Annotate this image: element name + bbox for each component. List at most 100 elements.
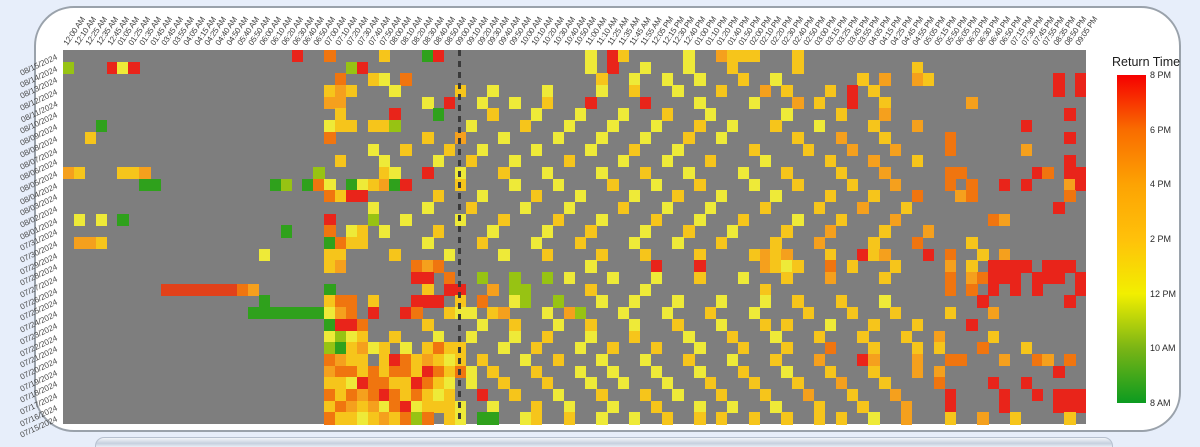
heatmap-cell (367, 388, 380, 402)
heatmap-cell (400, 377, 412, 390)
heatmap-cell (433, 155, 445, 168)
heatmap-cell (117, 61, 129, 74)
heatmap-cell (498, 131, 510, 144)
heatmap-cell (661, 108, 673, 121)
heatmap-cell (737, 365, 750, 378)
heatmap-cell (596, 295, 608, 308)
heatmap-cell (737, 213, 750, 226)
heatmap-cell (324, 178, 336, 191)
heatmap-cell (596, 131, 608, 144)
heatmap-cell (900, 201, 913, 215)
heatmap-cell (530, 108, 543, 121)
heatmap-cell (324, 248, 336, 261)
heatmap-cell (1020, 178, 1033, 191)
heatmap-cell (1053, 365, 1065, 378)
heatmap-cell (628, 412, 641, 425)
heatmap-cell (530, 237, 543, 250)
heatmap-cell (422, 237, 434, 250)
heatmap-cell (226, 283, 238, 296)
heatmap-cell (694, 213, 706, 226)
heatmap-cell (835, 108, 848, 121)
heatmap-cell (422, 260, 434, 273)
heatmap-cell (748, 143, 760, 156)
heatmap-cell (84, 237, 97, 250)
heatmap-cell (422, 283, 434, 296)
heatmap-cell (879, 225, 891, 238)
heatmap-cell (520, 412, 532, 425)
legend-tick-label: 6 PM (1150, 124, 1172, 135)
heatmap-cell (128, 61, 140, 74)
heatmap-cell (356, 225, 369, 238)
heatmap-cell (715, 237, 728, 250)
heatmap-cell (487, 108, 499, 121)
heatmap-cell (345, 342, 358, 355)
heatmap-cell (672, 388, 684, 402)
heatmap-cell (813, 400, 826, 413)
heatmap-cell (476, 143, 488, 156)
heatmap-cell (694, 96, 706, 109)
heatmap-cell (487, 400, 499, 413)
heatmap-cell (335, 155, 347, 168)
heatmap-plot-area[interactable] (63, 50, 1087, 425)
heatmap-cell (628, 85, 641, 98)
heatmap-cell (585, 96, 597, 109)
heatmap-cell (378, 120, 390, 133)
heatmap-cell (607, 50, 619, 63)
heatmap-cell (715, 190, 728, 203)
heatmap-cell (498, 307, 510, 320)
heatmap-cell (781, 318, 793, 331)
heatmap-cell (389, 330, 401, 343)
heatmap-cell (792, 260, 804, 273)
heatmap-cell (411, 365, 423, 378)
heatmap-cell (879, 248, 891, 261)
heatmap-cell (422, 377, 434, 390)
heatmap-cell (639, 388, 652, 402)
heatmap-cell (824, 85, 837, 98)
heatmap-cell (487, 283, 499, 296)
heatmap-cell (726, 120, 739, 133)
heatmap-cell (781, 225, 793, 238)
heatmap-cell (726, 400, 739, 413)
heatmap-cell (890, 260, 902, 273)
heatmap-cell (835, 166, 848, 180)
heatmap-cell (607, 342, 619, 355)
heatmap-cell (433, 365, 445, 378)
heatmap-cell (835, 213, 848, 226)
heatmap-cell (367, 400, 380, 413)
heatmap-cell (411, 377, 423, 390)
heatmap-cell (813, 96, 826, 109)
heatmap-cell (345, 330, 358, 343)
heatmap-cell (694, 365, 706, 378)
heatmap-cell (63, 61, 75, 74)
heatmap-cell (922, 248, 935, 261)
heatmap-cell (465, 330, 478, 343)
heatmap-cell (596, 166, 608, 180)
heatmap-cell (748, 307, 760, 320)
heatmap-cell (487, 225, 499, 238)
heatmap-cell (465, 201, 478, 215)
heatmap-cell (639, 353, 652, 367)
heatmap-cell (552, 213, 565, 226)
heatmap-cell (868, 85, 880, 98)
heatmap-cell (715, 388, 728, 402)
heatmap-cell (324, 412, 336, 425)
heatmap-cell (781, 248, 793, 261)
heatmap-cell (302, 178, 314, 191)
heatmap-cell (433, 400, 445, 413)
heatmap-cell (324, 330, 336, 343)
heatmap-cell (759, 260, 771, 273)
heatmap-cell (737, 166, 750, 180)
heatmap-cell (933, 365, 945, 378)
heatmap-cell (911, 120, 924, 133)
heatmap-cell (585, 260, 597, 273)
heatmap-cell (509, 283, 521, 296)
heatmap-cell (269, 178, 282, 191)
heatmap-cell (650, 400, 663, 413)
heatmap-cell (879, 73, 891, 86)
heatmap-cell (824, 272, 837, 285)
heatmap-cell (367, 120, 380, 133)
heatmap-cell (552, 318, 565, 331)
heatmap-cell (596, 213, 608, 226)
heatmap-cell (378, 178, 390, 191)
heatmap-cell (890, 143, 902, 156)
